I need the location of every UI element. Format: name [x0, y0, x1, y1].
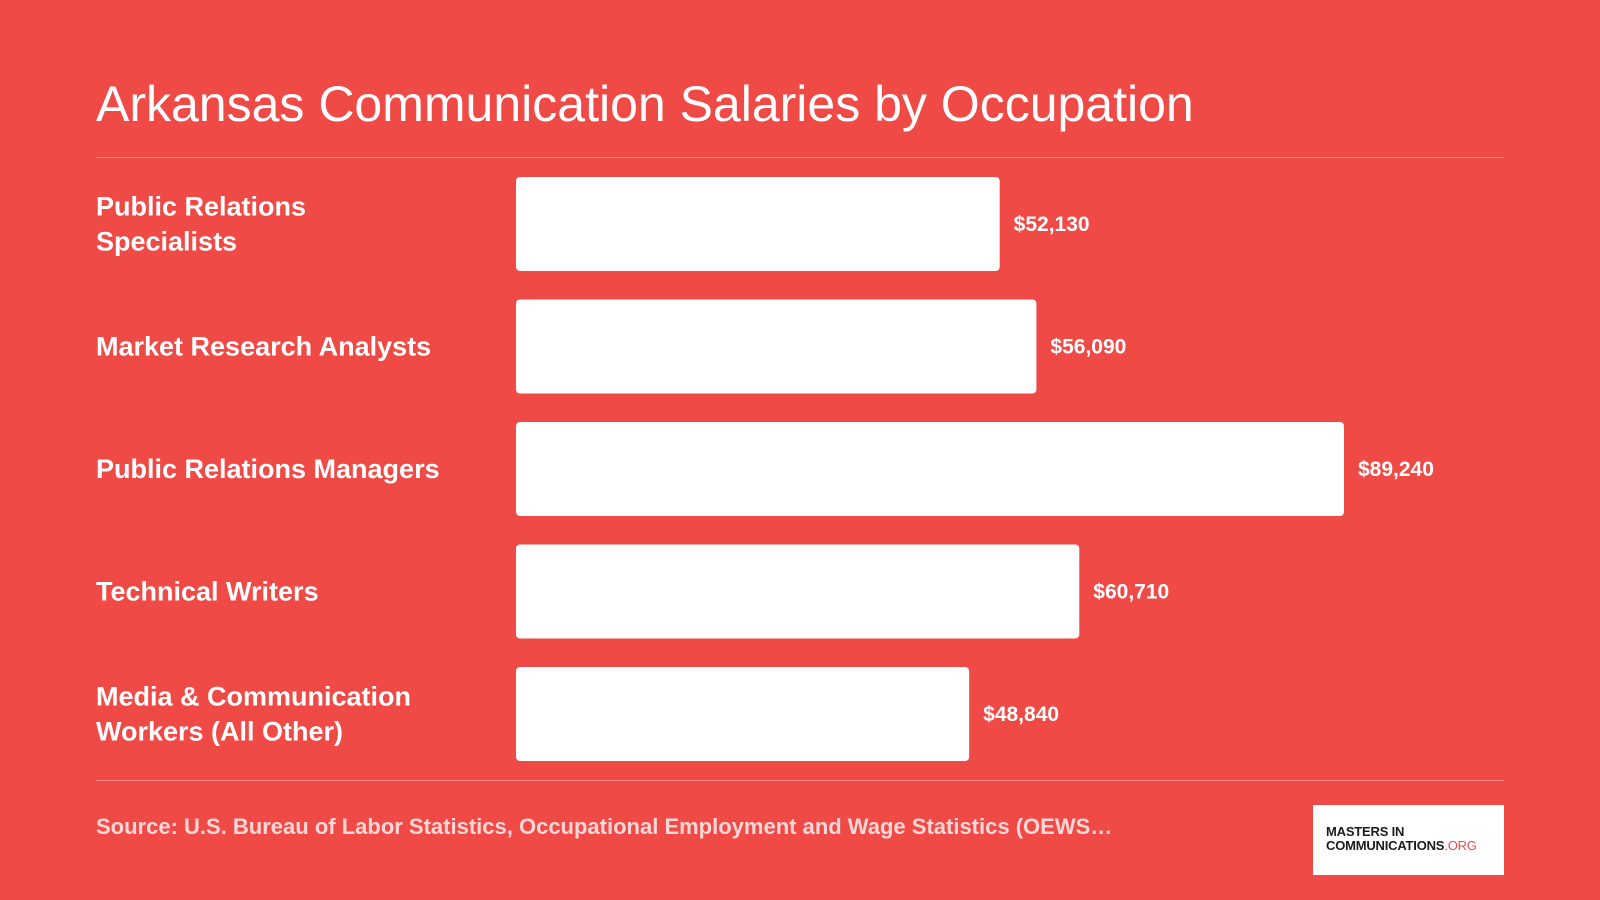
category-label-line: Media & Communication	[96, 682, 411, 712]
category-label: Public Relations Specialists	[96, 192, 306, 257]
bar	[516, 299, 1037, 394]
logo-line-1: MASTERS IN	[1326, 824, 1405, 839]
value-label: $48,840	[983, 703, 1059, 726]
bar	[516, 544, 1080, 639]
bar	[516, 422, 1344, 516]
top-divider	[96, 157, 1504, 158]
category-label-line: Specialists	[96, 227, 237, 257]
value-label: $56,090	[1050, 336, 1126, 359]
category-label: Public Relations Managers	[96, 454, 440, 484]
chart-title: Arkansas Communication Salaries by Occup…	[96, 76, 1194, 132]
category-label-line: Public Relations Managers	[96, 454, 440, 484]
source-note: Source: U.S. Bureau of Labor Statistics,…	[96, 814, 1113, 839]
bottom-divider	[96, 780, 1504, 781]
category-label: Media & Communication Workers (All Other)	[96, 682, 411, 747]
bar	[516, 667, 970, 761]
category-label-line: Technical Writers	[96, 577, 319, 607]
category-label-line: Market Research Analysts	[96, 332, 431, 362]
category-label-line: Public Relations	[96, 192, 306, 222]
category-label-line: Workers (All Other)	[96, 717, 343, 747]
logo-accent-text: .ORG	[1444, 838, 1477, 853]
category-label: Market Research Analysts	[96, 332, 431, 362]
logo-line-2: COMMUNICATIONS.ORG	[1326, 839, 1504, 853]
bar	[516, 177, 1000, 271]
site-logo[interactable]: MASTERS IN COMMUNICATIONS.ORG	[1313, 805, 1504, 875]
value-label: $60,710	[1093, 581, 1169, 604]
value-label: $89,240	[1358, 458, 1434, 481]
category-label: Technical Writers	[96, 577, 319, 607]
value-label: $52,130	[1014, 213, 1090, 236]
logo-main-text: COMMUNICATIONS	[1326, 838, 1445, 853]
